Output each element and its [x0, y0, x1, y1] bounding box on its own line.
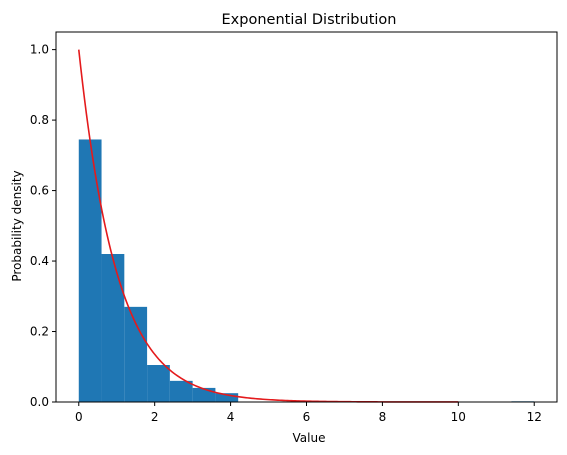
histogram-bars	[78, 139, 535, 402]
chart-title: Exponential Distribution	[222, 12, 397, 28]
y-tick-label: 1.0	[30, 43, 49, 57]
x-tick-label: 12	[527, 410, 542, 424]
histogram-bar	[215, 393, 239, 402]
y-axis-ticks: 0.0 0.2 0.4 0.6 0.8 1.0	[30, 43, 56, 409]
histogram-bar	[192, 387, 216, 402]
y-tick-label: 0.6	[30, 184, 49, 198]
x-axis-ticks: 0 2 4 6 8 10 12	[75, 402, 542, 424]
histogram-bar	[101, 254, 125, 402]
x-tick-label: 8	[379, 410, 387, 424]
y-tick-label: 0.8	[30, 113, 49, 127]
x-tick-label: 6	[303, 410, 311, 424]
x-tick-label: 2	[151, 410, 159, 424]
histogram-bar	[78, 139, 102, 402]
x-tick-label: 10	[451, 410, 466, 424]
y-axis-label: Probability density	[10, 170, 24, 281]
histogram-bar	[147, 365, 170, 402]
x-tick-label: 4	[227, 410, 235, 424]
y-tick-label: 0.4	[30, 254, 49, 268]
x-axis-label: Value	[293, 431, 326, 445]
histogram-bar	[124, 306, 148, 402]
histogram-bar	[169, 380, 193, 402]
y-tick-label: 0.2	[30, 325, 49, 339]
y-tick-label: 0.0	[30, 395, 49, 409]
plot-area	[55, 31, 558, 403]
x-tick-label: 0	[75, 410, 83, 424]
